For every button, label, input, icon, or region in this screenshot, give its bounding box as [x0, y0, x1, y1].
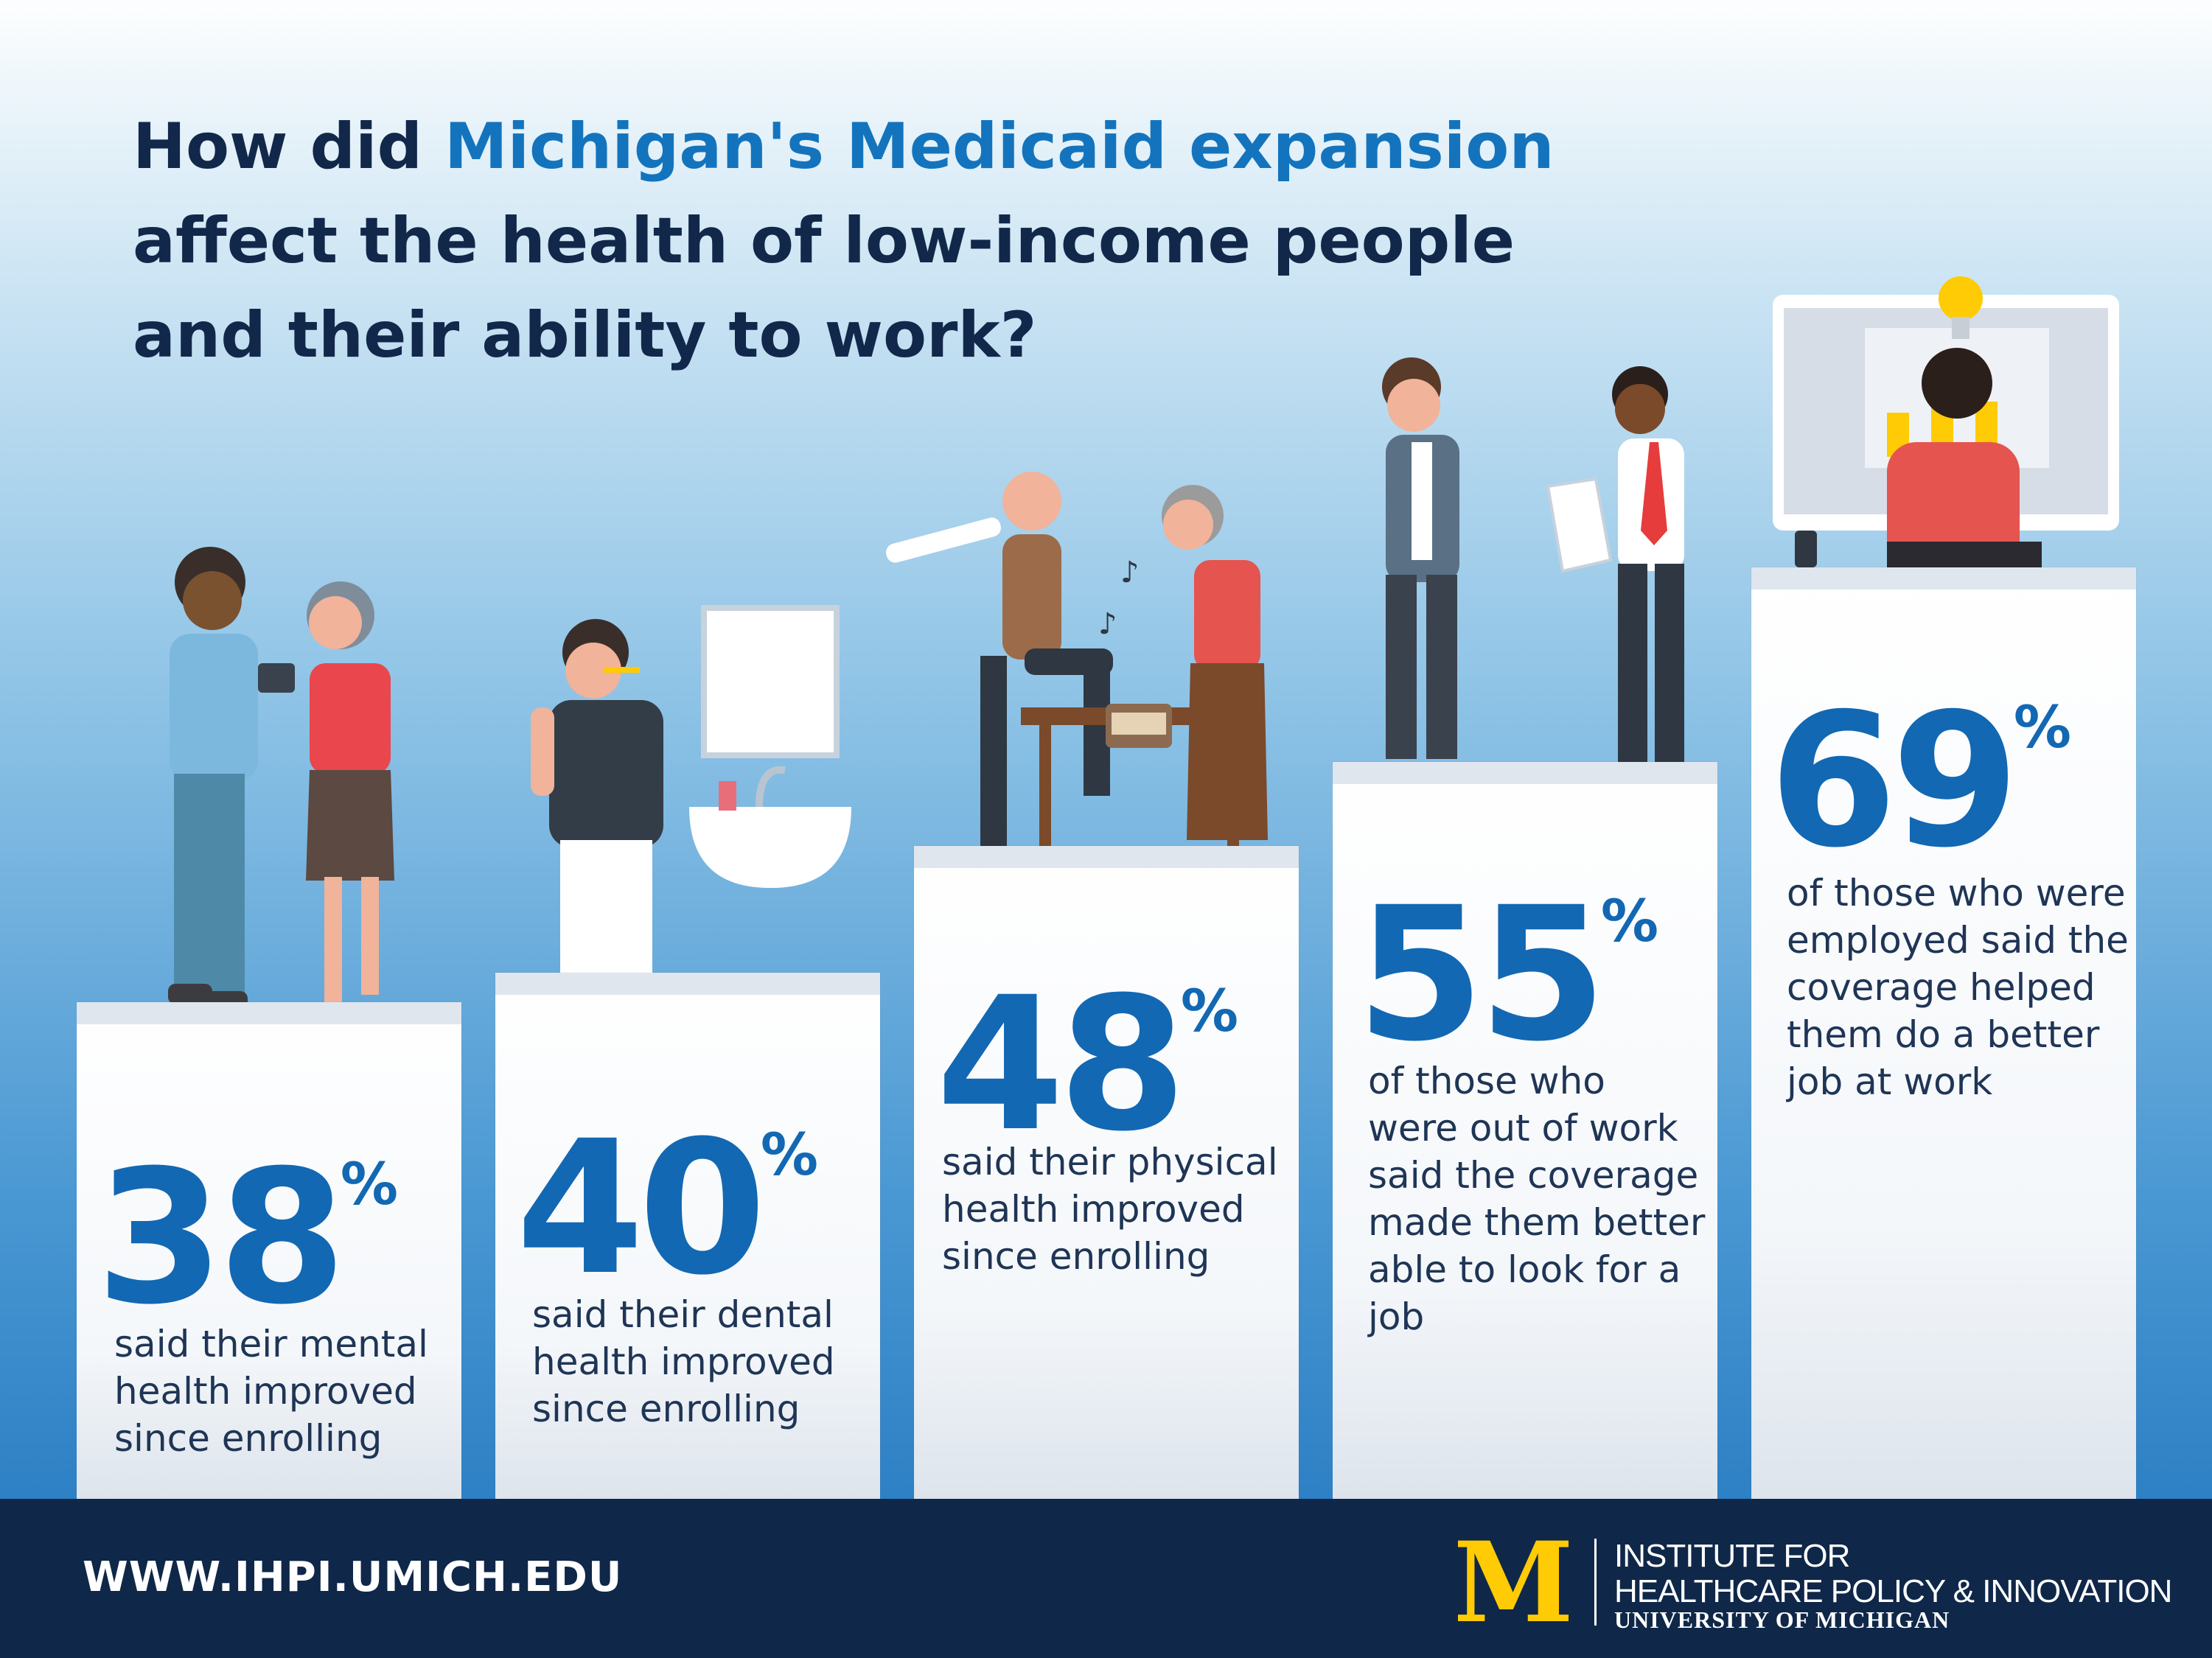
title-line1-prefix: How did	[133, 110, 444, 183]
couple-illustration	[168, 547, 394, 1012]
page-title: How did Michigan's Medicaid expansion af…	[133, 99, 1902, 382]
title-line3: and their ability to work?	[133, 298, 1037, 372]
pedestal-2	[495, 973, 880, 1499]
stat-value-employed: 69%	[1769, 674, 2072, 888]
stat-value-physical: 48%	[936, 957, 1239, 1172]
employed-illustration	[1773, 276, 2119, 601]
svg-text:♪: ♪	[1098, 607, 1117, 641]
logo-divider	[1594, 1539, 1597, 1626]
work-search-illustration	[1382, 357, 1684, 763]
stat-value-work-search: 55%	[1356, 867, 1659, 1082]
footer-bar	[0, 1499, 2212, 1658]
stat-desc-mental: said their mental health improved since en…	[114, 1323, 428, 1460]
physical-illustration: ♪ ♪	[886, 472, 1268, 855]
dental-illustration	[531, 605, 851, 987]
title-highlight: Michigan's Medicaid expansion	[444, 110, 1555, 183]
pedestal-4	[1333, 762, 1717, 1499]
stat-value-mental: 38%	[96, 1130, 399, 1345]
website-link[interactable]: WWW.IHPI.UMICH.EDU	[83, 1553, 623, 1601]
stat-desc-work-search: of those who were out of work said the cov…	[1368, 1060, 1706, 1338]
university-name: UNIVERSITY OF MICHIGAN	[1614, 1606, 1950, 1633]
institute-line-1: INSTITUTE FOR	[1614, 1538, 1850, 1574]
stat-desc-physical: said their physical health improved since …	[942, 1141, 1278, 1278]
stat-desc-employed: of those who were employed said the covera…	[1787, 872, 2129, 1103]
svg-text:♪: ♪	[1120, 556, 1140, 590]
stat-desc-dental: said their dental health improved since en…	[532, 1293, 835, 1430]
title-line2: affect the health of low-income people	[133, 204, 1515, 278]
pedestal-1	[77, 1002, 461, 1499]
stat-value-dental: 40%	[516, 1101, 819, 1315]
block-m-letter: M	[1458, 1536, 1569, 1629]
block-m-logo-icon: M	[1458, 1536, 1569, 1629]
institute-line-2: HEALTHCARE POLICY & INNOVATION	[1614, 1573, 2172, 1609]
pedestal-5	[1751, 567, 2136, 1499]
pedestal-3	[914, 846, 1299, 1499]
